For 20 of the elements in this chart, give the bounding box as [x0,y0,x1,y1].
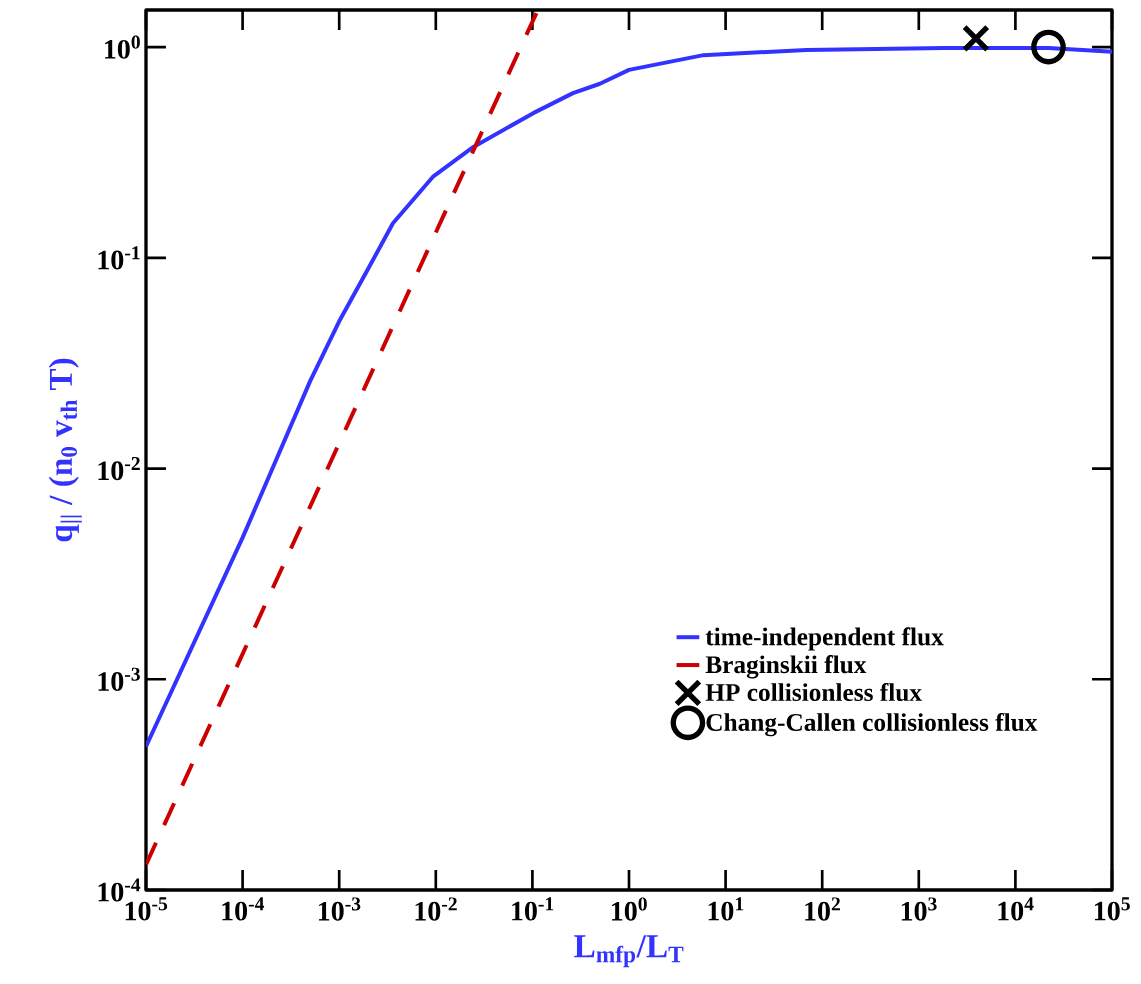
x-axis-title: L$_{mfp}$/L$_{T}$ [574,935,684,968]
x-tick-label: 10$^{5}$ [1095,897,1130,921]
legend-label: time-independent flux [705,627,944,651]
x-tick-label: 10$^{-3}$ [318,897,361,921]
y-tick-label: 10$^{-1}$ [98,246,140,270]
y-tick-label: 10$^{-3}$ [98,667,140,691]
legend-label: Chang-Callen collisionless flux [706,712,1038,737]
legend-label: Braginskii flux [705,655,867,679]
x-tick-label: 10$^{0}$ [612,897,647,921]
legend-label: HP collisionless flux [705,682,922,702]
x-tick-label: 10$^{2}$ [805,897,840,921]
x-tick-label: 10$^{-2}$ [415,897,457,921]
y-tick-label: 10$^{-2}$ [98,456,140,481]
y-axis-title: q$_{||}$ / (n$_{0}$ v$_{th}$ T) [48,358,82,542]
y-tick-label: 10$^{0}$ [105,35,140,59]
x-tick-label: 10$^{1}$ [708,897,744,921]
x-tick-label: 10$^{-4}$ [222,897,265,921]
x-tick-label: 10$^{3}$ [901,897,937,921]
x-tick-label: 10$^{4}$ [998,897,1034,921]
x-tick-label: 10$^{-1}$ [512,897,554,921]
